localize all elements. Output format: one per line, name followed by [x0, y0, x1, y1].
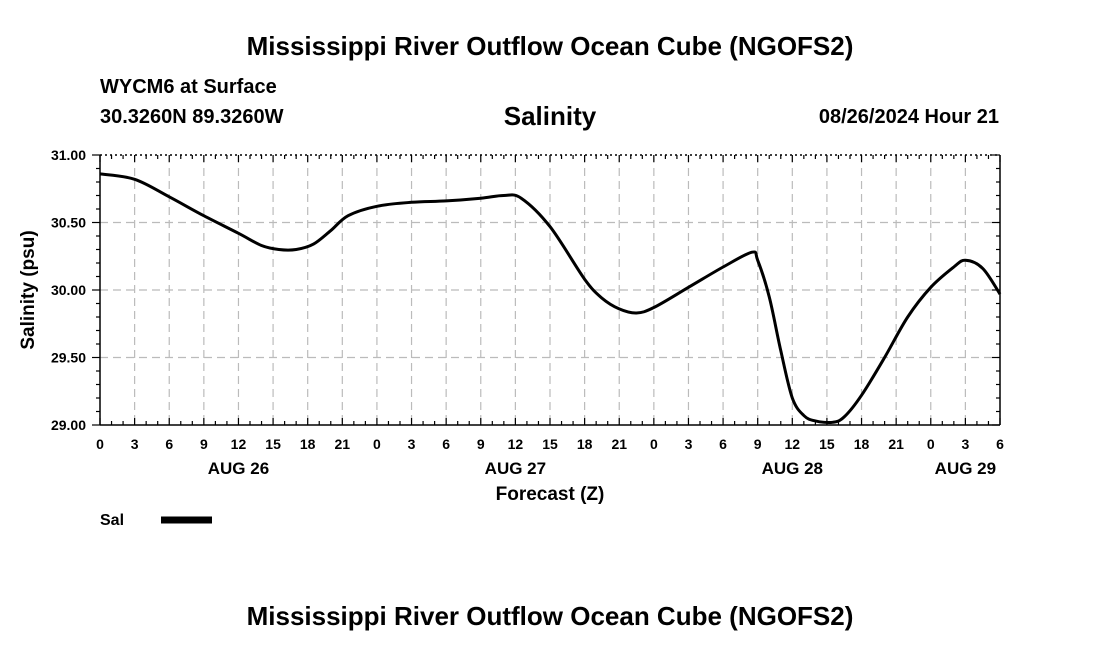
- x-tick-label: 21: [888, 436, 904, 452]
- x-tick-label: 15: [265, 436, 281, 452]
- y-tick-label: 29.50: [51, 350, 86, 366]
- x-tick-label: 9: [754, 436, 762, 452]
- x-tick-label: 6: [719, 436, 727, 452]
- date-label: AUG 29: [935, 459, 996, 478]
- x-tick-label: 15: [542, 436, 558, 452]
- x-tick-label: 0: [96, 436, 104, 452]
- x-tick-label: 6: [442, 436, 450, 452]
- coordinates-label: 30.3260N 89.3260W: [100, 106, 284, 128]
- x-tick-label: 9: [200, 436, 208, 452]
- x-tick-label: 12: [231, 436, 247, 452]
- x-tick-label: 12: [508, 436, 524, 452]
- x-tick-label: 21: [335, 436, 351, 452]
- x-tick-label: 6: [996, 436, 1004, 452]
- footer-title: Mississippi River Outflow Ocean Cube (NG…: [246, 601, 854, 631]
- x-tick-label: 12: [785, 436, 801, 452]
- series-line-sal: [99, 172, 1002, 425]
- y-tick-label: 30.50: [51, 215, 86, 231]
- y-tick-label: 31.00: [51, 147, 86, 163]
- y-axis-label: Salinity (psu): [18, 230, 39, 349]
- legend-label: Sal: [100, 512, 124, 529]
- x-tick-label: 0: [650, 436, 658, 452]
- date-label: AUG 28: [762, 459, 823, 478]
- x-tick-label: 21: [611, 436, 627, 452]
- x-tick-label: 0: [927, 436, 935, 452]
- series-layer: [99, 172, 1002, 425]
- chart-title: Mississippi River Outflow Ocean Cube (NG…: [246, 31, 854, 61]
- date-label: AUG 26: [208, 459, 269, 478]
- forecast-datetime: 08/26/2024 Hour 21: [818, 106, 999, 128]
- tick-labels: 29.00 29.50 30.00 30.50 31.00 0 3 6 9 12 15 18 21 0 3 6…: [51, 147, 1004, 478]
- x-tick-label: 3: [131, 436, 139, 452]
- x-tick-label: 0: [373, 436, 381, 452]
- x-tick-label: 9: [477, 436, 485, 452]
- chart-subtitle: Salinity: [503, 101, 597, 131]
- x-tick-label: 18: [577, 436, 593, 452]
- x-tick-label: 3: [685, 436, 693, 452]
- x-tick-label: 6: [165, 436, 173, 452]
- x-tick-label: 3: [408, 436, 416, 452]
- x-tick-label: 18: [854, 436, 870, 452]
- date-label: AUG 27: [485, 459, 546, 478]
- x-tick-label: 3: [961, 436, 969, 452]
- grid-lines: [100, 155, 1000, 425]
- x-tick-label: 18: [300, 436, 316, 452]
- x-axis-label: Forecast (Z): [496, 484, 605, 505]
- station-label: WYCM6 at Surface: [100, 76, 277, 98]
- x-tick-label: 15: [819, 436, 835, 452]
- y-tick-label: 30.00: [51, 282, 86, 298]
- y-tick-label: 29.00: [51, 417, 86, 433]
- axes: [92, 154, 1001, 426]
